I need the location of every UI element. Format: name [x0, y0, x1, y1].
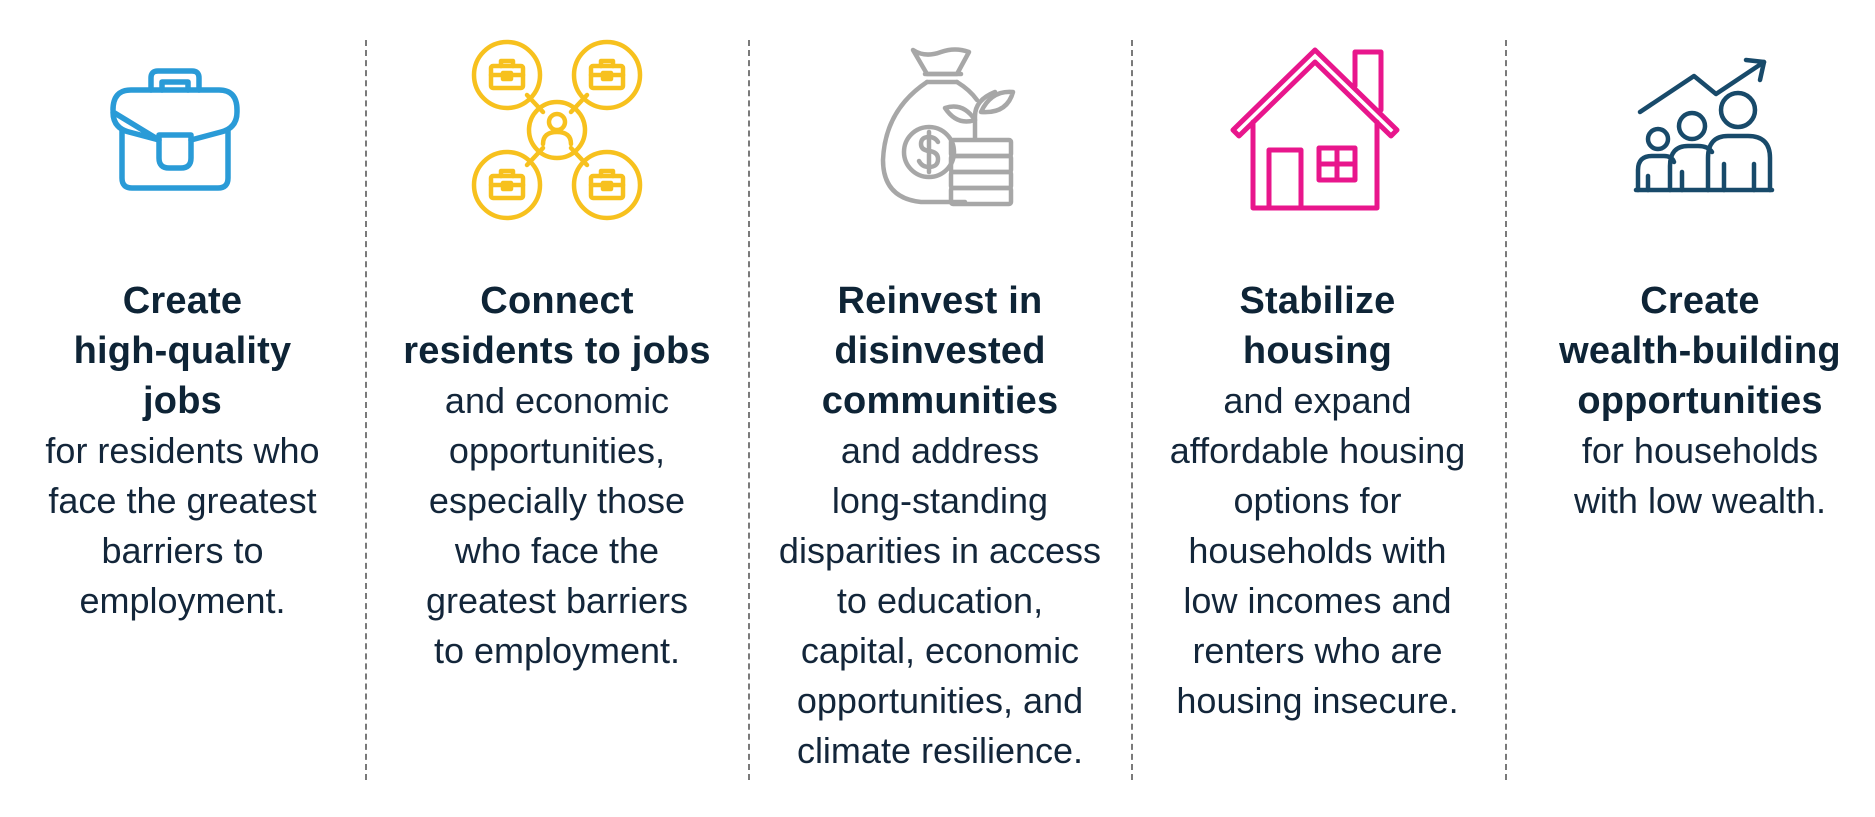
- job-network-icon: [457, 30, 657, 230]
- money-bag-growth-icon: [845, 30, 1045, 230]
- goal-title: Connect residents to jobs: [403, 280, 711, 372]
- goal-wealth-building: Create wealth-building opportunities for…: [1530, 0, 1870, 817]
- goal-description: for residents who face the greatest barr…: [45, 430, 320, 621]
- column-divider: [365, 40, 367, 780]
- goal-text: Stabilize housing and expand affordable …: [1155, 276, 1480, 726]
- goal-text: Connect residents to jobs and economic o…: [392, 276, 722, 676]
- goal-title: Stabilize housing: [1239, 280, 1396, 372]
- goal-text: Reinvest in disinvested communities and …: [770, 276, 1110, 776]
- goal-description: and address long-standing disparities in…: [778, 430, 1102, 771]
- goal-connect-residents: Connect residents to jobs and economic o…: [392, 0, 722, 817]
- column-divider: [1131, 40, 1133, 780]
- house-icon: [1215, 30, 1415, 230]
- column-divider: [1505, 40, 1507, 780]
- goal-reinvest-communities: Reinvest in disinvested communities and …: [770, 0, 1110, 817]
- goal-description: for households with low wealth.: [1573, 430, 1827, 521]
- goal-description: and economic opportunities, especially t…: [425, 380, 689, 671]
- goal-text: Create high-quality jobs for residents w…: [20, 276, 345, 626]
- goal-description: and expand affordable housing options fo…: [1169, 380, 1466, 721]
- goal-title: Create high-quality jobs: [73, 280, 292, 422]
- briefcase-icon: [75, 30, 275, 230]
- goal-title: Reinvest in disinvested communities: [821, 280, 1059, 422]
- goal-stabilize-housing: Stabilize housing and expand affordable …: [1155, 0, 1480, 817]
- goal-create-jobs: Create high-quality jobs for residents w…: [20, 0, 345, 817]
- goal-title: Create wealth-building opportunities: [1559, 280, 1841, 422]
- family-growth-icon: [1598, 30, 1798, 230]
- goal-text: Create wealth-building opportunities for…: [1530, 276, 1870, 526]
- column-divider: [748, 40, 750, 780]
